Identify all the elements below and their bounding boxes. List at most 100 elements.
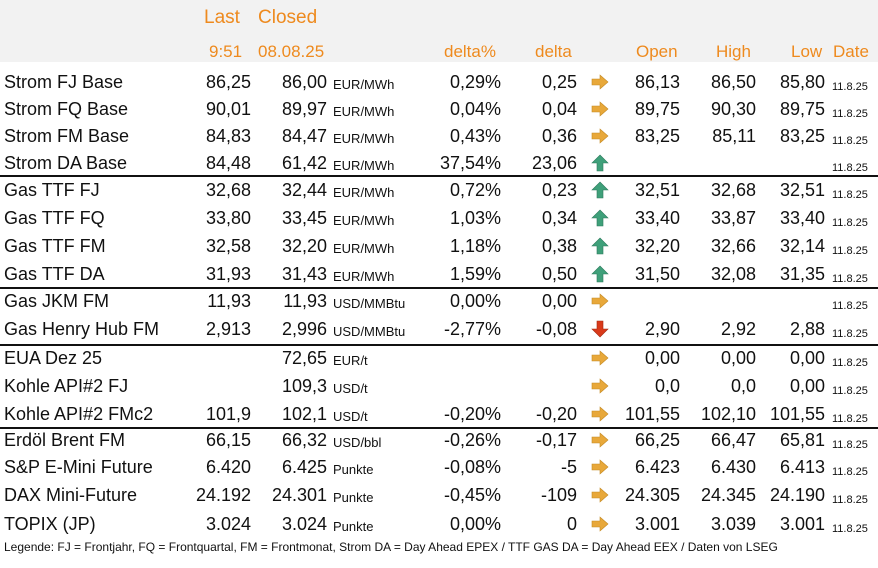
cell-open: 86,13 <box>634 72 680 92</box>
cell-delta: 0,04 <box>541 99 577 119</box>
cell-pct: 0,04% <box>449 99 501 119</box>
cell-name: Strom FJ Base <box>4 72 124 92</box>
arrow-right-icon <box>591 515 609 533</box>
cell-low: 3.001 <box>779 514 825 534</box>
cell-high: 32,66 <box>710 236 756 256</box>
cell-unit: Punkte <box>333 519 374 534</box>
cell-open: 24.305 <box>624 485 680 505</box>
cell-delta: 0,00 <box>541 291 577 311</box>
header-last-time: 9:51 <box>209 42 243 61</box>
cell-delta: 0,50 <box>541 264 577 284</box>
arrow-up-icon <box>591 237 609 255</box>
cell-last: 84,48 <box>205 153 251 173</box>
cell-unit: USD/t <box>333 409 368 424</box>
cell-name: Gas TTF DA <box>4 264 105 284</box>
cell-open: 89,75 <box>634 99 680 119</box>
cell-open: 101,55 <box>624 404 680 424</box>
cell-pct: 1,03% <box>449 208 501 228</box>
cell-date: 11.8.25 <box>832 494 868 506</box>
cell-low: 33,40 <box>779 208 825 228</box>
cell-high: 90,30 <box>710 99 756 119</box>
cell-name: S&P E-Mini Future <box>4 457 153 477</box>
row-divider <box>0 175 878 177</box>
cell-delta: -0,17 <box>535 430 577 450</box>
cell-closed: 109,3 <box>281 376 327 396</box>
cell-low: 6.413 <box>779 457 825 477</box>
cell-closed: 31,43 <box>281 264 327 284</box>
arrow-right-icon <box>591 431 609 449</box>
cell-low: 31,35 <box>779 264 825 284</box>
cell-closed: 86,00 <box>281 72 327 92</box>
legend-footnote: Legende: FJ = Frontjahr, FQ = Frontquart… <box>4 540 778 554</box>
arrow-right-icon <box>591 349 609 367</box>
cell-open: 6.423 <box>634 457 680 477</box>
cell-unit: USD/MMBtu <box>333 324 406 339</box>
cell-last: 2,913 <box>205 319 251 339</box>
cell-pct: -0,45% <box>443 485 501 505</box>
header-open: Open <box>636 42 678 61</box>
arrow-right-icon <box>591 100 609 118</box>
arrow-up-icon <box>591 265 609 283</box>
cell-open: 3.001 <box>634 514 680 534</box>
cell-high: 32,68 <box>710 180 756 200</box>
cell-delta: 0,36 <box>541 126 577 146</box>
cell-low: 85,80 <box>779 72 825 92</box>
arrow-right-icon <box>591 292 609 310</box>
cell-open: 83,25 <box>634 126 680 146</box>
cell-low: 101,55 <box>769 404 825 424</box>
cell-pct: 1,59% <box>449 264 501 284</box>
cell-closed: 72,65 <box>281 348 327 368</box>
cell-name: Kohle API#2 FJ <box>4 376 129 396</box>
row-divider <box>0 344 878 346</box>
cell-last: 11,93 <box>207 291 251 311</box>
cell-high: 2,92 <box>720 319 756 339</box>
cell-unit: EUR/MWh <box>333 269 395 284</box>
cell-last: 3.024 <box>205 514 251 534</box>
cell-unit: EUR/MWh <box>333 77 395 92</box>
cell-closed: 32,44 <box>281 180 327 200</box>
cell-last: 66,15 <box>205 430 251 450</box>
cell-date: 11.8.25 <box>832 81 868 93</box>
cell-date: 11.8.25 <box>832 328 868 340</box>
cell-name: Kohle API#2 FMc2 <box>4 404 154 424</box>
cell-name: EUA Dez 25 <box>4 348 103 368</box>
cell-pct: 0,00% <box>449 514 501 534</box>
cell-closed: 61,42 <box>281 153 327 173</box>
cell-high: 3.039 <box>710 514 756 534</box>
header-delta: delta <box>535 42 572 61</box>
header-delta-pct: delta% <box>444 42 496 61</box>
cell-date: 11.8.25 <box>832 217 868 229</box>
cell-last: 31,93 <box>205 264 251 284</box>
arrow-up-icon <box>591 154 609 172</box>
cell-date: 11.8.25 <box>832 466 868 478</box>
cell-name: Erdöl Brent FM <box>4 430 126 450</box>
cell-date: 11.8.25 <box>832 300 868 312</box>
cell-closed: 2,996 <box>281 319 327 339</box>
cell-unit: USD/MMBtu <box>333 296 406 311</box>
cell-delta: 23,06 <box>531 153 577 173</box>
cell-unit: USD/bbl <box>333 435 382 450</box>
cell-high: 6.430 <box>710 457 756 477</box>
cell-low: 32,14 <box>779 236 825 256</box>
cell-date: 11.8.25 <box>832 357 868 369</box>
cell-high: 85,11 <box>712 126 756 146</box>
cell-pct: 1,18% <box>449 236 501 256</box>
cell-date: 11.8.25 <box>832 162 868 174</box>
cell-low: 89,75 <box>779 99 825 119</box>
cell-low: 65,81 <box>779 430 825 450</box>
arrow-right-icon <box>591 377 609 395</box>
cell-date: 11.8.25 <box>832 523 868 535</box>
header-closed: Closed <box>258 7 318 28</box>
cell-last: 32,58 <box>205 236 251 256</box>
cell-low: 0,00 <box>789 348 825 368</box>
cell-delta: 0,34 <box>541 208 577 228</box>
cell-closed: 6.425 <box>281 457 327 477</box>
cell-date: 11.8.25 <box>832 135 868 147</box>
cell-last: 90,01 <box>205 99 251 119</box>
cell-closed: 102,1 <box>281 404 327 424</box>
cell-date: 11.8.25 <box>832 385 868 397</box>
cell-date: 11.8.25 <box>832 413 868 425</box>
cell-unit: EUR/MWh <box>333 213 395 228</box>
cell-name: Strom FQ Base <box>4 99 129 119</box>
cell-closed: 11,93 <box>283 291 327 311</box>
